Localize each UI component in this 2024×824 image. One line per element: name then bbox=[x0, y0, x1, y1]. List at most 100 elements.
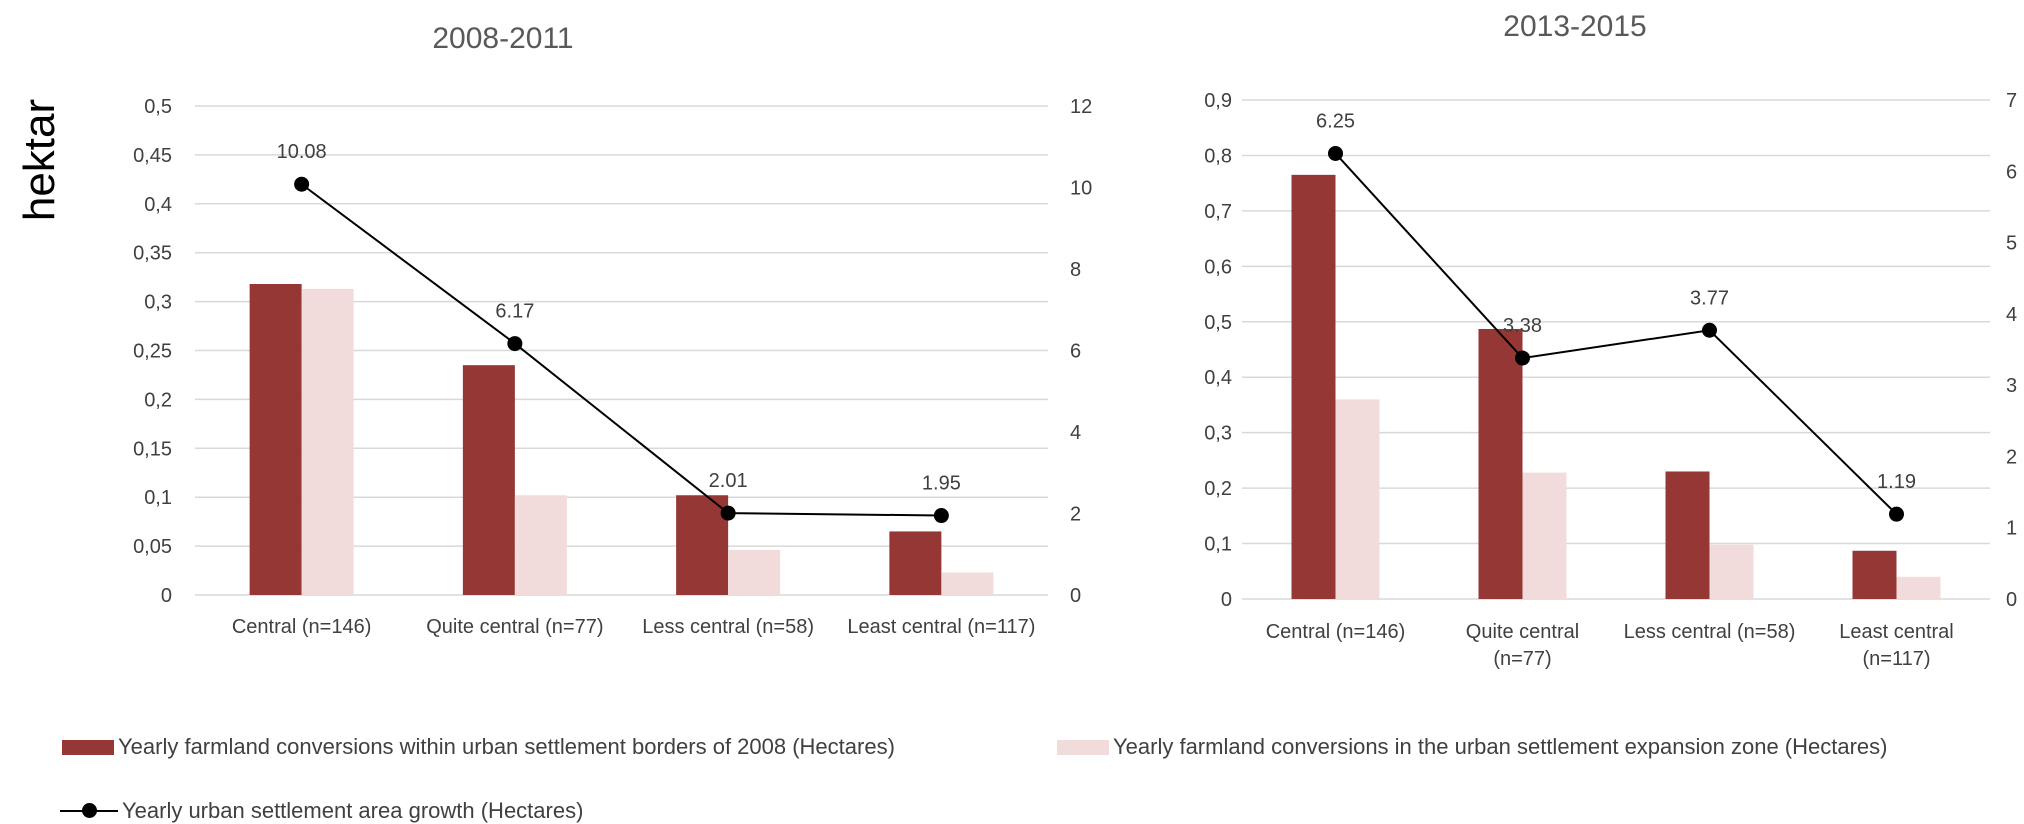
bar-conv-within bbox=[1478, 328, 1523, 599]
point-growth bbox=[1328, 145, 1343, 161]
bar-conv-within bbox=[889, 531, 942, 595]
category-label-line: Least central bbox=[1839, 621, 1954, 643]
category-label: Less central (n=58) bbox=[1624, 621, 1796, 643]
point-growth bbox=[1515, 350, 1530, 366]
y-left-tick-label: 0,45 bbox=[133, 145, 172, 167]
y-left-tick-label: 0,7 bbox=[1204, 201, 1232, 223]
category-label-line: (n=77) bbox=[1493, 648, 1551, 670]
y-left-tick-label: 0,3 bbox=[1204, 423, 1232, 445]
data-label-growth: 3.38 bbox=[1503, 315, 1542, 337]
legend-swatch-conv-expansion bbox=[1057, 739, 1109, 755]
bar-conv-within bbox=[1665, 471, 1710, 599]
category-label: Least central (n=117) bbox=[847, 616, 1035, 638]
y-left-tick-label: 0,2 bbox=[144, 389, 172, 411]
chart-2008-2011: 2008-2011 0 0,05 0,1 0,15 0,2 0,25 0,3 0,35 0,4 0,… bbox=[133, 22, 1092, 638]
bar-conv-expansion bbox=[941, 572, 994, 595]
y-right-tick-label: 8 bbox=[1070, 259, 1081, 281]
y-right-tick-label: 5 bbox=[2006, 233, 2017, 255]
y-right-tick-label: 10 bbox=[1070, 178, 1092, 200]
y-left-tick-label: 0,2 bbox=[1204, 478, 1232, 500]
y-right-tick-label: 4 bbox=[1070, 422, 1081, 444]
data-label-growth: 10.08 bbox=[277, 141, 327, 163]
legend-item-conv-within: Yearly farmland conversions within urban… bbox=[62, 734, 895, 760]
y-right-tick-label: 4 bbox=[2006, 304, 2017, 326]
category-label-line: Central (n=146) bbox=[1266, 621, 1406, 643]
y-left-tick-label: 0,35 bbox=[133, 243, 172, 265]
y-axis-title: hektar bbox=[15, 99, 64, 221]
y-left-tick-label: 0,4 bbox=[144, 194, 172, 216]
y-left-tick-label: 0,15 bbox=[133, 438, 172, 460]
chart-title: 2013-2015 bbox=[1503, 10, 1646, 43]
y-left-tick-label: 0,8 bbox=[1204, 145, 1232, 167]
legend-marker-growth bbox=[60, 803, 118, 819]
category-label-line: Quite central (n=77) bbox=[426, 616, 603, 638]
point-growth bbox=[933, 508, 949, 524]
line-growth bbox=[301, 183, 942, 517]
y-right-tick-label: 2 bbox=[2006, 446, 2017, 468]
data-label-growth: 1.95 bbox=[922, 473, 961, 495]
y-left-tick-label: 0,9 bbox=[1204, 90, 1232, 112]
category-label-line: Central (n=146) bbox=[232, 616, 372, 638]
data-label-growth: 3.77 bbox=[1690, 287, 1729, 309]
point-growth bbox=[294, 176, 310, 192]
category-label-line: Quite central bbox=[1466, 621, 1579, 643]
bar-conv-expansion bbox=[728, 550, 781, 595]
data-label-growth: 2.01 bbox=[709, 470, 748, 492]
category-label-line: Less central (n=58) bbox=[1624, 621, 1796, 643]
bar-conv-expansion bbox=[514, 495, 567, 595]
line-growth bbox=[1334, 152, 1898, 515]
data-label-growth: 1.19 bbox=[1877, 471, 1916, 493]
data-label-growth: 6.25 bbox=[1316, 110, 1355, 132]
y-left-tick-label: 0,4 bbox=[1204, 367, 1232, 389]
y-right-tick-label: 6 bbox=[1070, 341, 1081, 363]
category-label-line: Least central (n=117) bbox=[847, 616, 1035, 638]
point-growth bbox=[507, 336, 523, 352]
bar-conv-expansion bbox=[1896, 576, 1941, 599]
y-right-tick-label: 2 bbox=[1070, 504, 1081, 526]
y-left-tick-label: 0,6 bbox=[1204, 256, 1232, 278]
category-label: Least central (n=117) bbox=[1839, 621, 1954, 670]
bar-conv-within bbox=[1852, 550, 1897, 599]
bar-conv-within bbox=[462, 365, 515, 595]
legend-item-conv-expansion: Yearly farmland conversions in the urban… bbox=[1057, 734, 1888, 760]
y-left-tick-label: 0,1 bbox=[144, 487, 172, 509]
y-left-tick-label: 0,5 bbox=[1204, 312, 1232, 334]
category-label: Central (n=146) bbox=[1266, 621, 1406, 643]
point-growth bbox=[1889, 506, 1904, 522]
legend-swatch-conv-within bbox=[62, 739, 114, 755]
y-left-tick-label: 0,25 bbox=[133, 341, 172, 363]
point-growth bbox=[1702, 322, 1717, 338]
category-label: Quite central (n=77) bbox=[1466, 621, 1579, 670]
y-right-tick-label: 12 bbox=[1070, 96, 1092, 118]
legend-label-growth: Yearly urban settlement area growth (Hec… bbox=[122, 798, 584, 823]
legend-label-conv-within: Yearly farmland conversions within urban… bbox=[118, 734, 895, 759]
category-label-line: Less central (n=58) bbox=[642, 616, 814, 638]
bar-conv-within bbox=[676, 495, 729, 595]
category-label: Central (n=146) bbox=[232, 616, 372, 638]
point-growth bbox=[720, 505, 736, 521]
y-left-tick-label: 0,05 bbox=[133, 536, 172, 558]
bar-conv-expansion bbox=[301, 288, 354, 595]
y-right-tick-label: 0 bbox=[1070, 585, 1081, 607]
y-left-tick-label: 0,1 bbox=[1204, 534, 1232, 556]
legend-label-conv-expansion: Yearly farmland conversions in the urban… bbox=[1113, 734, 1888, 759]
y-right-tick-label: 3 bbox=[2006, 375, 2017, 397]
y-right-tick-label: 6 bbox=[2006, 161, 2017, 183]
y-left-tick-label: 0 bbox=[161, 585, 172, 607]
y-right-tick-label: 1 bbox=[2006, 518, 2017, 540]
y-right-tick-label: 7 bbox=[2006, 90, 2017, 112]
bar-conv-within bbox=[249, 283, 302, 595]
bar-conv-within bbox=[1291, 174, 1336, 599]
y-left-tick-label: 0,3 bbox=[144, 292, 172, 314]
y-right-tick-label: 0 bbox=[2006, 589, 2017, 611]
y-left-tick-label: 0 bbox=[1221, 589, 1232, 611]
bar-conv-expansion bbox=[1709, 544, 1754, 599]
bar-conv-expansion bbox=[1335, 399, 1380, 599]
category-label: Less central (n=58) bbox=[642, 616, 814, 638]
legend-item-growth: Yearly urban settlement area growth (Hec… bbox=[60, 798, 583, 824]
data-label-growth: 6.17 bbox=[495, 301, 534, 323]
chart-2013-2015: 2013-2015 0 0,1 0,2 0,3 0,4 0,5 0,6 0,7 0,8 0,9 0 1 2… bbox=[1204, 10, 2017, 670]
category-label-line: (n=117) bbox=[1862, 648, 1930, 670]
bar-conv-expansion bbox=[1522, 472, 1567, 599]
